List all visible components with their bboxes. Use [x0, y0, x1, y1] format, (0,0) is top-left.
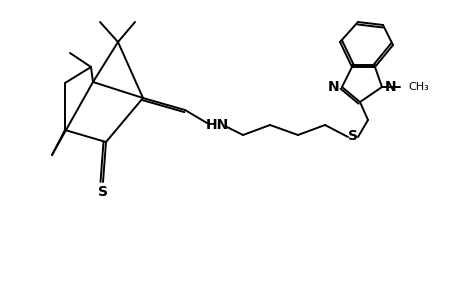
Text: CH₃: CH₃ [407, 82, 428, 92]
Text: S: S [98, 185, 108, 199]
Text: S: S [347, 129, 357, 143]
Text: N: N [327, 80, 338, 94]
Text: HN: HN [205, 118, 228, 132]
Text: N: N [384, 80, 396, 94]
